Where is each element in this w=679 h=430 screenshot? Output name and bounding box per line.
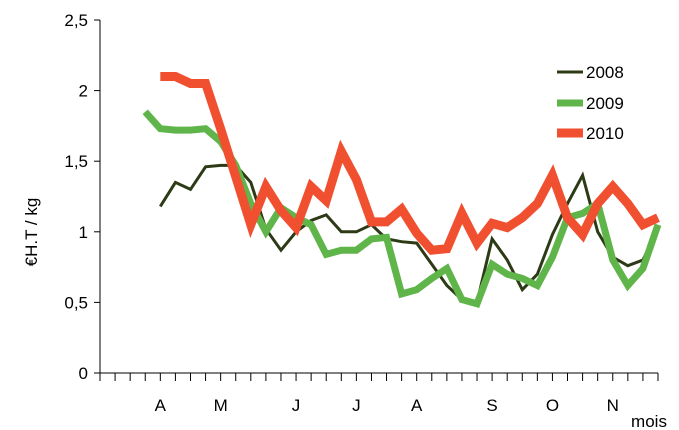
y-tick-label: 2,5 (64, 11, 88, 30)
axes-layer (94, 19, 659, 381)
y-tick-label: 0,5 (64, 293, 88, 312)
series-line-2010 (160, 72, 660, 255)
x-tick-label: J (352, 396, 361, 415)
x-tick-label: S (486, 396, 497, 415)
legend: 2008 2009 2010 (557, 63, 624, 143)
y-tick-label: 0 (79, 364, 88, 383)
legend-label-2010: 2010 (586, 124, 624, 143)
y-tick-label: 1 (79, 223, 88, 242)
x-tick-label: M (214, 396, 228, 415)
series-line-2008 (159, 163, 660, 305)
x-axis-title: mois (631, 412, 667, 430)
legend-label-2009: 2009 (586, 94, 624, 113)
x-tick-label: J (292, 396, 301, 415)
x-tick-label: A (155, 396, 167, 415)
legend-label-2008: 2008 (586, 63, 624, 82)
y-axis-title: €H.T / kg (22, 198, 41, 267)
tick-labels-layer: 0 0,5 1 1,5 2 2,5 A M J J A S O N (64, 11, 619, 415)
y-tick-label: 2 (79, 82, 88, 101)
x-tick-label: O (546, 396, 559, 415)
x-tick-label: A (411, 396, 423, 415)
series-layer (142, 72, 662, 309)
x-tick-label: N (607, 396, 619, 415)
y-tick-label: 1,5 (64, 152, 88, 171)
